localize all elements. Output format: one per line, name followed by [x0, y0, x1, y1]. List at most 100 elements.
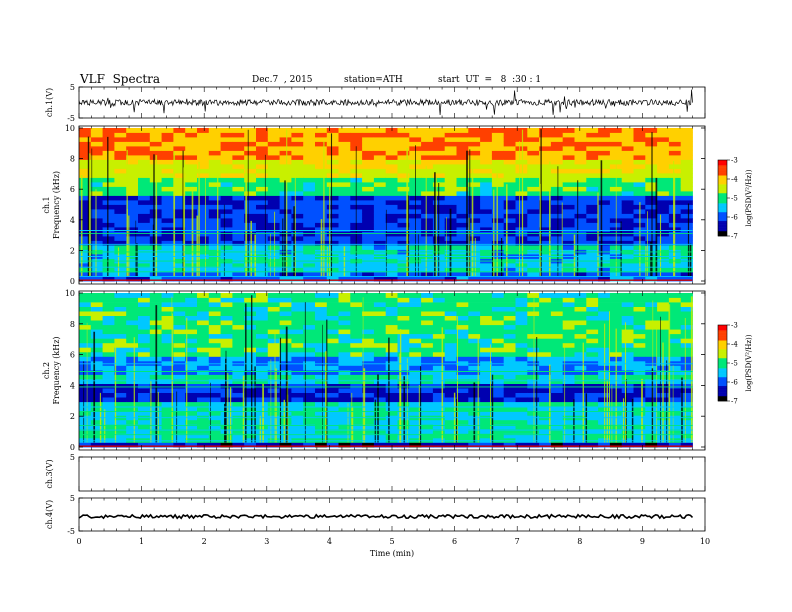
ch1-spectrogram-cell-895: [385, 227, 398, 232]
ch1-spectrogram-cell-424: [220, 204, 233, 210]
ch2-spectrogram-cell-316: [185, 397, 198, 403]
ch2-spectrogram-cell-54: [90, 351, 103, 357]
ch1-spectrogram-cell-639: [291, 155, 304, 160]
ch1-spectrogram-cell-373: [197, 128, 210, 133]
ch1-spectrogram-cell-1417: [562, 173, 575, 178]
ch2-spectrogram-cell-1304: [527, 388, 540, 393]
ch2-spectrogram-cell-100: [102, 297, 115, 303]
ch1-spectrogram-cell-557: [267, 218, 280, 223]
ch2-spectrogram-cell-685: [315, 419, 328, 425]
ch1-spectrogram-colorbar-seg-43: [718, 180, 727, 182]
ch1-spectrogram-cell-360: [197, 186, 210, 192]
ch1-spectrogram-colorbar-seg-1: [718, 233, 727, 236]
ch2-spectrogram-cell-591: [279, 383, 292, 389]
ch1-spectrogram-cell-402: [208, 150, 221, 156]
ch2-spectrogram-cell-1185: [480, 311, 493, 316]
ch2-spectrogram-cell-1000: [421, 379, 434, 384]
ch2-spectrogram-cell-553: [267, 401, 280, 407]
ch2-spectrogram-cell-55: [90, 347, 103, 353]
ch2-spectrogram-cell-459: [232, 365, 245, 371]
ch1-spectrogram-cell-405: [208, 137, 221, 142]
ch1-spectrogram-cell-436: [220, 150, 233, 156]
ch2-spectrogram-cell-107: [114, 419, 127, 425]
ch2-spectrogram-cell-1085: [444, 302, 457, 307]
ch2-spectrogram-cell-1461: [574, 293, 587, 298]
ch1-spectrogram-cell-1362: [550, 267, 564, 273]
ch1-spectrogram-cell-1212: [491, 177, 505, 183]
ch2-spectrogram-cell-1392: [550, 297, 564, 303]
ch1-spectrogram-cell-1491: [586, 146, 599, 151]
ch1-spectrogram-cell-662: [303, 204, 316, 210]
ch1-spectrogram-cell-46: [90, 222, 103, 228]
ch1-spectrogram-cell-940: [397, 177, 410, 183]
ch2-spectrogram-cell-1083: [444, 311, 457, 316]
ch1-spectrogram-cell-1317: [527, 164, 540, 169]
ch1-spectrogram-cell-1214: [491, 168, 505, 174]
ch2-spectrogram-cell-334: [185, 315, 198, 321]
ch1-spectrogram-cell-77: [102, 236, 115, 241]
ch1-spectrogram-cell-35: [90, 272, 103, 277]
ch2-spectrogram-cell-73: [102, 419, 115, 425]
ch2-spectrogram-cell-972: [409, 351, 422, 357]
ch2-spectrogram-cell-276: [173, 424, 186, 430]
ch2-spectrogram-cell-845: [362, 311, 375, 316]
ch2-spectrogram-cell-1118: [456, 306, 469, 312]
ch2-spectrogram-cell-1762: [680, 315, 693, 321]
ch1-spectrogram-cell-624: [291, 222, 304, 228]
ch2-spectrogram-cell-1525: [598, 311, 611, 316]
ch1-spectrogram-cell-1494: [586, 132, 599, 138]
ch2-spectrogram-cell-583: [279, 419, 292, 425]
ch2-spectrogram-cell-1049: [432, 311, 446, 316]
ch2-spectrogram-cell-1176: [480, 351, 493, 357]
ch1-spectrogram-cell-491: [244, 209, 257, 214]
ch1-spectrogram-cell-1571: [621, 245, 634, 250]
ch1-spectrogram-cell-866: [373, 204, 387, 210]
ch1-spectrogram-cell-713: [315, 128, 328, 133]
ch2-spectrogram-cell-345: [197, 419, 210, 425]
ch2-spectrogram-cell-1737: [680, 428, 693, 434]
ch2-spectrogram-cell-160: [126, 333, 139, 339]
ch2-spectrogram-cell-1629: [633, 302, 646, 307]
ch1-spectrogram-cell-1465: [586, 263, 599, 268]
ch2-spectrogram-cell-1120: [456, 297, 469, 303]
ch2-spectrogram-cell-1172: [480, 370, 493, 375]
ch1-spectrogram-cell-201: [138, 137, 151, 142]
ch2-spectrogram-cell-82: [102, 379, 115, 384]
ch2-spectrogram-cell-326: [185, 351, 198, 357]
ch2-spectrogram-cell-725: [326, 392, 339, 398]
ch2-spectrogram-cell-1409: [562, 374, 575, 380]
ch2-spectrogram-colorbar-seg-57: [718, 327, 727, 330]
ch1-spectrogram-cell-374: [208, 276, 221, 282]
ch2-spectrogram-cell-726: [326, 388, 339, 393]
ch2-spectrogram-cell-1181: [480, 329, 493, 335]
ch2-spectrogram-cell-261: [161, 338, 174, 344]
ch1-spectrogram-cell-257: [161, 191, 174, 196]
ch1-spectrogram-cell-308: [185, 267, 198, 273]
ch2-spectrogram-cell-611: [279, 293, 292, 298]
ch2-spectrogram-cell-1022: [432, 433, 446, 439]
ch2-spectrogram-cell-1635: [645, 428, 658, 434]
ch1-spectrogram-colorbar-seg-12: [718, 219, 727, 222]
ch1-spectrogram-cell-717: [326, 263, 339, 268]
ch2-spectrogram-colorbar-seg-41: [718, 347, 727, 350]
ch2-spectrogram-cell-238: [161, 442, 174, 448]
ch2-spectrogram-cell-204: [149, 442, 162, 448]
ch1-spectrogram-cell-1681: [657, 209, 670, 214]
ch1-spectrogram-cell-591: [279, 218, 292, 223]
ch1-spectrogram-cell-258: [161, 186, 174, 192]
ch1-spectrogram-cell-589: [279, 227, 292, 232]
ch2-spectrogram-cell-1002: [421, 370, 434, 375]
ch1-spectrogram-cell-920: [397, 267, 410, 273]
ch1-spectrogram-cell-1495: [586, 128, 599, 133]
ch2-spectrogram-cell-1696: [657, 306, 670, 312]
ch1-spectrogram-cell-386: [208, 222, 221, 228]
ch2-spectrogram-cell-408: [220, 442, 233, 448]
ch2-spectrogram-cell-577: [267, 293, 280, 298]
ch1-spectrogram-colorbar-seg-14: [718, 217, 727, 219]
ch2-spectrogram-cell-682: [315, 433, 328, 439]
ch2-spectrogram-cell-696: [315, 370, 328, 375]
ch1-spectrogram-cell-1308: [527, 204, 540, 210]
ch2-spectrogram-cell-963: [409, 392, 422, 398]
ch2-spectrogram-cell-1322: [527, 306, 540, 312]
ch2-spectrogram-colorbar-seg-59: [718, 325, 727, 327]
